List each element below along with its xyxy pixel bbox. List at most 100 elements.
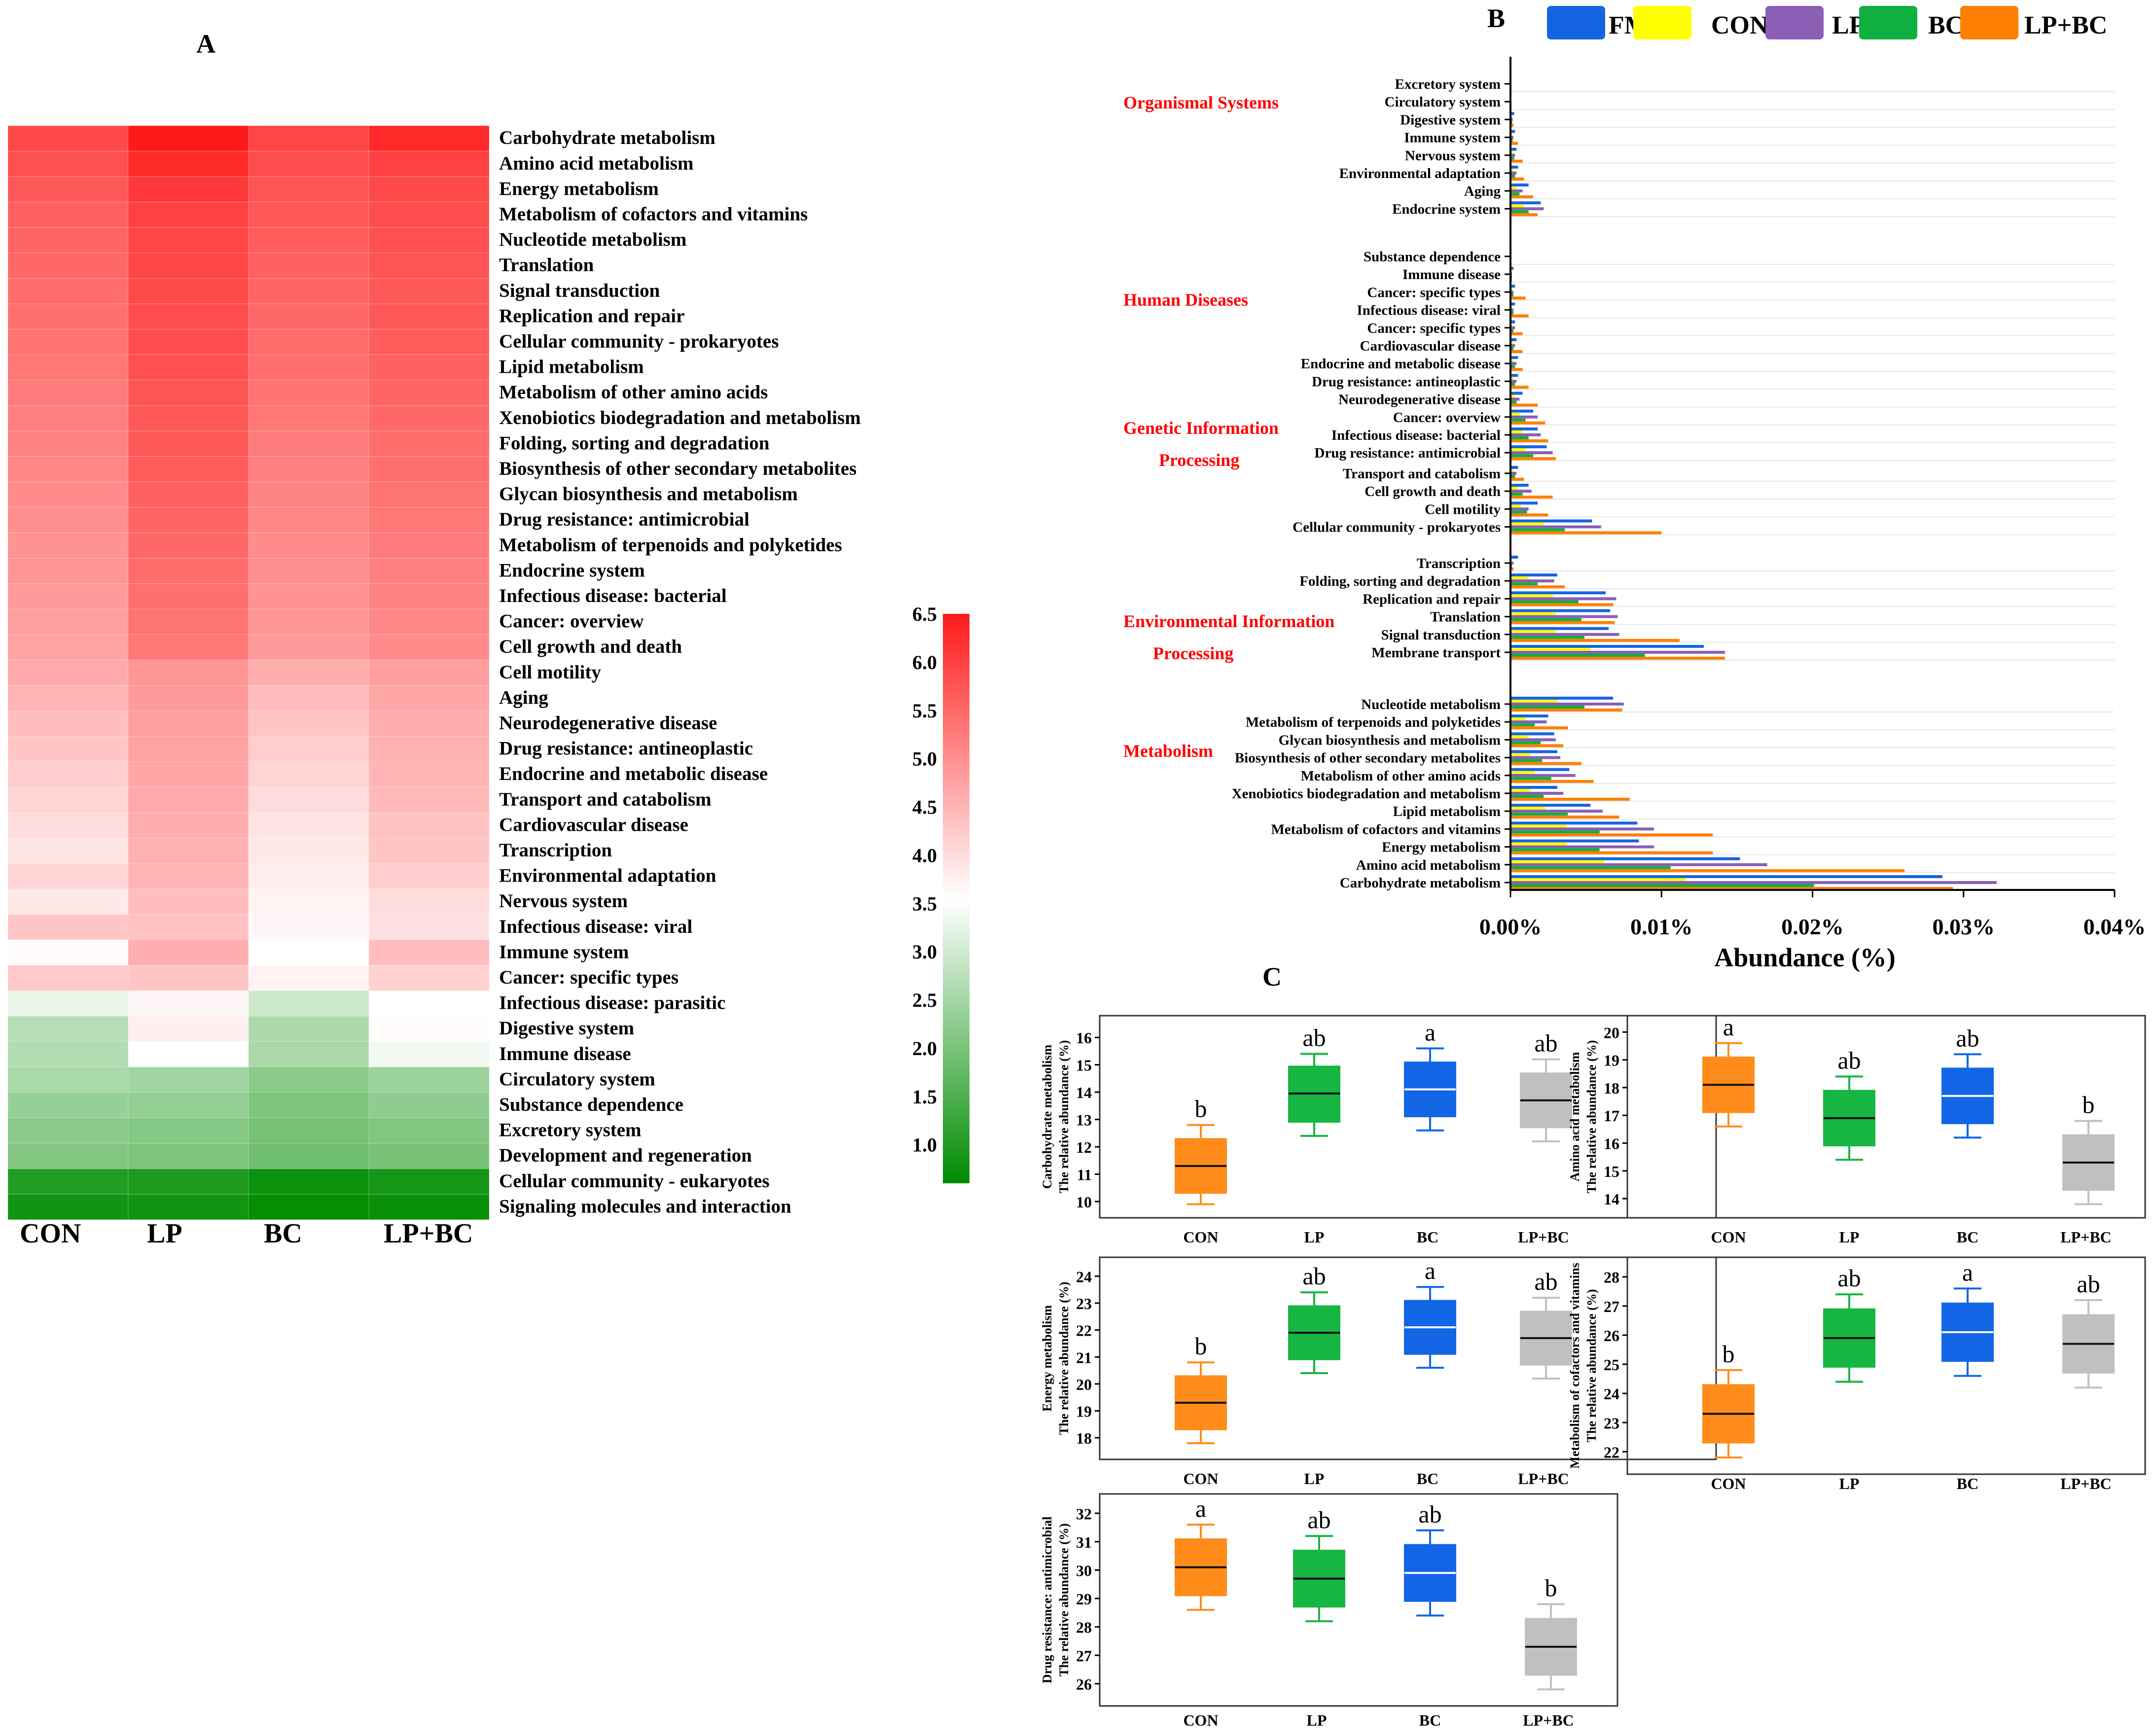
bar-lp — [1510, 172, 1517, 175]
bar-fm — [1510, 338, 1517, 341]
panel-a-letter: A — [196, 29, 216, 59]
heatmap-cell — [248, 838, 369, 864]
significance-letter: ab — [2077, 1270, 2100, 1298]
group-label: CON — [1183, 1711, 1218, 1729]
heatmap-cell — [128, 303, 249, 330]
y-axis-label-group: Drug resistance: antimicrobial The relati… — [1040, 1517, 1071, 1683]
bar-lp-bc — [1510, 513, 1548, 517]
heatmap-cell — [7, 761, 129, 788]
group-label: LP — [1839, 1475, 1860, 1492]
bar-fm — [1510, 821, 1638, 825]
bar-bc — [1510, 866, 1671, 869]
heatmap-cell — [128, 329, 249, 355]
bar-bc — [1510, 347, 1514, 350]
heatmap-cell — [368, 176, 490, 203]
bar-con — [1510, 430, 1523, 433]
heatmap-cell — [128, 278, 249, 304]
significance-letter: ab — [1302, 1262, 1326, 1290]
heatmap-cell — [368, 685, 490, 711]
heatmap-cell — [248, 660, 369, 686]
heatmap-cell — [7, 1092, 129, 1118]
heatmap-cell — [248, 1092, 369, 1118]
bar-lp — [1510, 579, 1554, 583]
significance-letter: b — [2083, 1091, 2095, 1118]
heatmap-column-label: CON — [20, 1218, 81, 1249]
bar-lp — [1510, 845, 1654, 849]
bar-bc — [1510, 759, 1543, 762]
significance-letter: ab — [1534, 1268, 1557, 1295]
heatmap-cell — [128, 380, 249, 406]
bar-bc — [1510, 365, 1515, 368]
bar-lp — [1510, 827, 1654, 831]
bar-lp — [1510, 881, 1997, 884]
heatmap-cell — [368, 1041, 490, 1067]
heatmap-row-label: Endocrine and metabolic disease — [499, 763, 768, 784]
bar-lp-bc — [1510, 124, 1514, 127]
heatmap-cell — [128, 456, 249, 482]
heatmap-cell — [128, 736, 249, 762]
heatmap-cell — [368, 863, 490, 889]
y-tick-label: 32 — [1076, 1505, 1092, 1523]
bar-con — [1510, 169, 1514, 172]
bar-lp-bc — [1510, 798, 1630, 801]
color-scale-tick: 2.5 — [912, 989, 937, 1011]
heatmap-cell — [368, 710, 490, 737]
bar-fm — [1510, 875, 1942, 878]
y-tick-label: 24 — [1604, 1385, 1619, 1403]
y-tick-label: 10 — [1076, 1193, 1092, 1211]
bar-con — [1510, 753, 1530, 756]
bar-bc — [1510, 475, 1515, 478]
y-axis-label: The relative abundance (%) — [1057, 1282, 1071, 1435]
y-tick-label: 11 — [1077, 1166, 1092, 1183]
color-scale-tick: 3.5 — [912, 892, 937, 915]
bar-lp — [1510, 651, 1725, 654]
heatmap-cell — [368, 1194, 490, 1220]
heatmap-cell — [7, 532, 129, 559]
bar-fm — [1510, 501, 1538, 505]
heatmap-cell — [128, 914, 249, 940]
bar-lp-bc — [1510, 621, 1615, 624]
bar-lp — [1510, 756, 1561, 759]
heatmap-row-label: Drug resistance: antimicrobial — [499, 509, 750, 530]
category-label: Genetic Information — [1123, 418, 1279, 438]
bar-lp-bc — [1510, 386, 1529, 389]
heatmap-cell — [248, 430, 369, 457]
bar-con — [1510, 341, 1514, 344]
bar-lp-bc — [1510, 531, 1662, 534]
y-tick-label: 17 — [1604, 1107, 1619, 1125]
heatmap-cell — [128, 405, 249, 431]
y-tick-label: 26 — [1076, 1675, 1092, 1693]
x-tick-label: 0.04% — [2083, 914, 2146, 939]
bar-fm — [1510, 732, 1554, 736]
bar-bc — [1510, 600, 1579, 603]
bar-bc — [1510, 210, 1529, 213]
bar-fm — [1510, 374, 1518, 377]
bar-fm — [1510, 427, 1538, 430]
heatmap-row-label: Signal transduction — [499, 280, 660, 301]
y-axis-label-group: Metabolism of cofactors and vitamins The … — [1568, 1263, 1599, 1468]
bar-lp-bc — [1510, 869, 1905, 872]
heatmap-cell — [368, 1092, 490, 1118]
heatmap-cell — [128, 1016, 249, 1042]
heatmap-cell — [7, 1041, 129, 1067]
bar-fm — [1510, 786, 1557, 789]
bar-row-label: Nucleotide metabolism — [1361, 697, 1501, 712]
heatmap-cell — [128, 176, 249, 203]
bar-lp-bc — [1510, 314, 1529, 318]
heatmap-cell — [7, 583, 129, 609]
panel-c-letter: C — [1262, 962, 1282, 992]
bar-fm — [1510, 519, 1592, 523]
heatmap-cell — [368, 939, 490, 966]
heatmap-cell — [128, 1066, 249, 1093]
heatmap-row-label: Substance dependence — [499, 1094, 683, 1115]
heatmap-row-label: Carbohydrate metabolism — [499, 127, 716, 148]
heatmap-cell — [7, 1169, 129, 1195]
bar-bc — [1510, 706, 1585, 709]
bar-lp — [1510, 720, 1547, 724]
y-tick-label: 18 — [1604, 1079, 1619, 1097]
heatmap-row-label: Signaling molecules and interaction — [499, 1196, 791, 1217]
heatmap-cell — [368, 965, 490, 991]
heatmap-row-label: Nervous system — [499, 890, 628, 912]
bar-lp — [1510, 189, 1523, 193]
bar-row-label: Metabolism of other amino acids — [1301, 768, 1501, 784]
